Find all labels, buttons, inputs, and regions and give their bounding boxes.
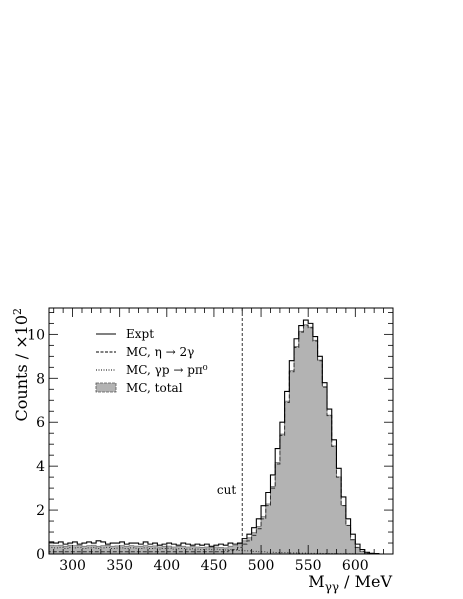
x-tick-label: 500: [248, 558, 275, 574]
y-tick-label: 8: [36, 371, 45, 387]
y-tick-label: 2: [36, 503, 45, 519]
legend-item: MC, γp → pπ⁰: [96, 363, 208, 377]
legend-item: MC, total: [95, 381, 183, 395]
y-axis-title: Counts / ×102: [11, 308, 31, 421]
cut-label: cut: [217, 483, 236, 497]
legend: Expt MC, η → 2γ MC, γp → pπ⁰ MC, total: [95, 327, 208, 395]
series-layer: [48, 319, 393, 555]
legend-label: MC, η → 2γ: [126, 345, 194, 359]
legend-label: Expt: [126, 327, 154, 341]
legend-label: MC, total: [126, 381, 183, 395]
legend-item: MC, η → 2γ: [96, 345, 194, 359]
series-mc-total-area: [48, 324, 393, 555]
axes: 300 350 400 450 500 550 600 0 2 4 6 8 10: [27, 307, 394, 574]
x-tick-label: 300: [59, 558, 86, 574]
y-tick-label: 10: [27, 327, 45, 343]
y-tick-label: 4: [36, 459, 45, 475]
plot-frame: [48, 307, 394, 555]
annotations: cut: [217, 308, 243, 554]
x-tick-label: 550: [295, 558, 322, 574]
x-tick-label: 450: [201, 558, 228, 574]
legend-item: Expt: [96, 327, 154, 341]
x-axis-title: Mγγ / MeV: [308, 572, 392, 594]
legend-label: MC, γp → pπ⁰: [126, 363, 208, 377]
series-expt-line: [48, 319, 393, 555]
x-tick-label: 350: [106, 558, 133, 574]
series-mc-2-line: [48, 325, 393, 555]
y-tick-label: 6: [36, 415, 45, 431]
x-tick-label: 600: [342, 558, 369, 574]
x-tick-label: 400: [153, 558, 180, 574]
legend-swatch: [95, 382, 117, 393]
y-tick-label: 0: [36, 547, 45, 563]
